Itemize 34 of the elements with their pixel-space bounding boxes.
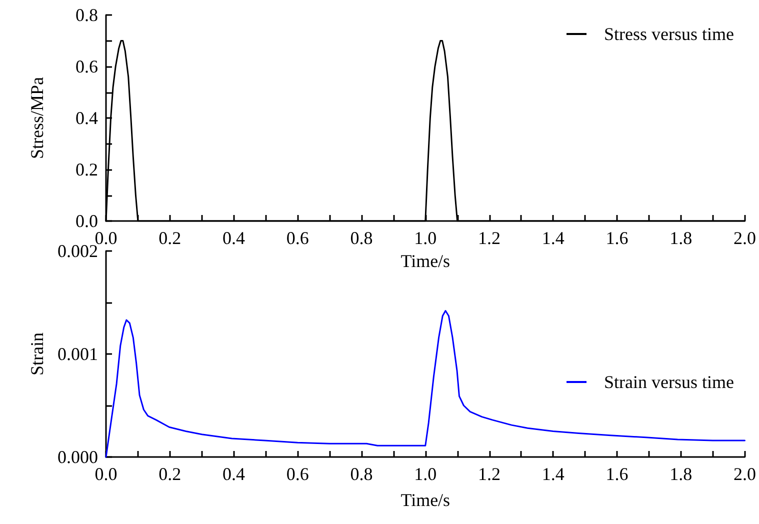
x-tick-label: 1.6 [606, 228, 628, 248]
x-tick-label: 1.2 [478, 228, 500, 248]
x-tick-label: 1.2 [478, 464, 500, 484]
x-axis-title: Time/s [400, 250, 450, 271]
x-tick-label: 0.8 [350, 464, 373, 484]
y-axis-title: Strain [27, 332, 47, 376]
legend-label: Strain versus time [604, 372, 734, 392]
x-tick-label: 0.4 [222, 464, 245, 484]
y-tick-label: 0.0 [76, 211, 98, 231]
x-tick-label: 1.6 [606, 464, 628, 484]
x-tick-label: 0.2 [158, 464, 182, 484]
x-tick-label: 0.6 [286, 464, 309, 484]
y-tick-label: 0.2 [76, 160, 98, 180]
legend-label: Stress versus time [604, 24, 734, 44]
y-tick-label: 0.6 [76, 56, 98, 76]
x-tick-label: 0.0 [94, 464, 118, 484]
x-tick-label: 2.0 [734, 228, 756, 248]
x-tick-label: 1.0 [414, 464, 437, 484]
y-axis-title: Stress/MPa [27, 76, 47, 160]
x-tick-label: 1.8 [670, 228, 692, 248]
x-axis-title: Time/s [400, 490, 450, 510]
x-tick-label: 1.0 [414, 228, 437, 248]
x-tick-label: 0.6 [286, 228, 309, 248]
y-tick-label: 0.001 [58, 344, 98, 364]
y-tick-label: 0.4 [76, 108, 98, 128]
x-tick-label: 0.4 [222, 228, 245, 248]
x-tick-label: 1.4 [542, 464, 564, 484]
x-tick-label: 0.2 [158, 228, 182, 248]
x-tick-label: 2.0 [734, 464, 756, 484]
y-tick-label: 0.000 [58, 447, 98, 467]
x-tick-label: 1.8 [670, 464, 692, 484]
x-tick-label: 0.8 [350, 228, 373, 248]
y-tick-label: 0.8 [76, 5, 98, 25]
x-tick-label: 1.4 [542, 228, 564, 248]
